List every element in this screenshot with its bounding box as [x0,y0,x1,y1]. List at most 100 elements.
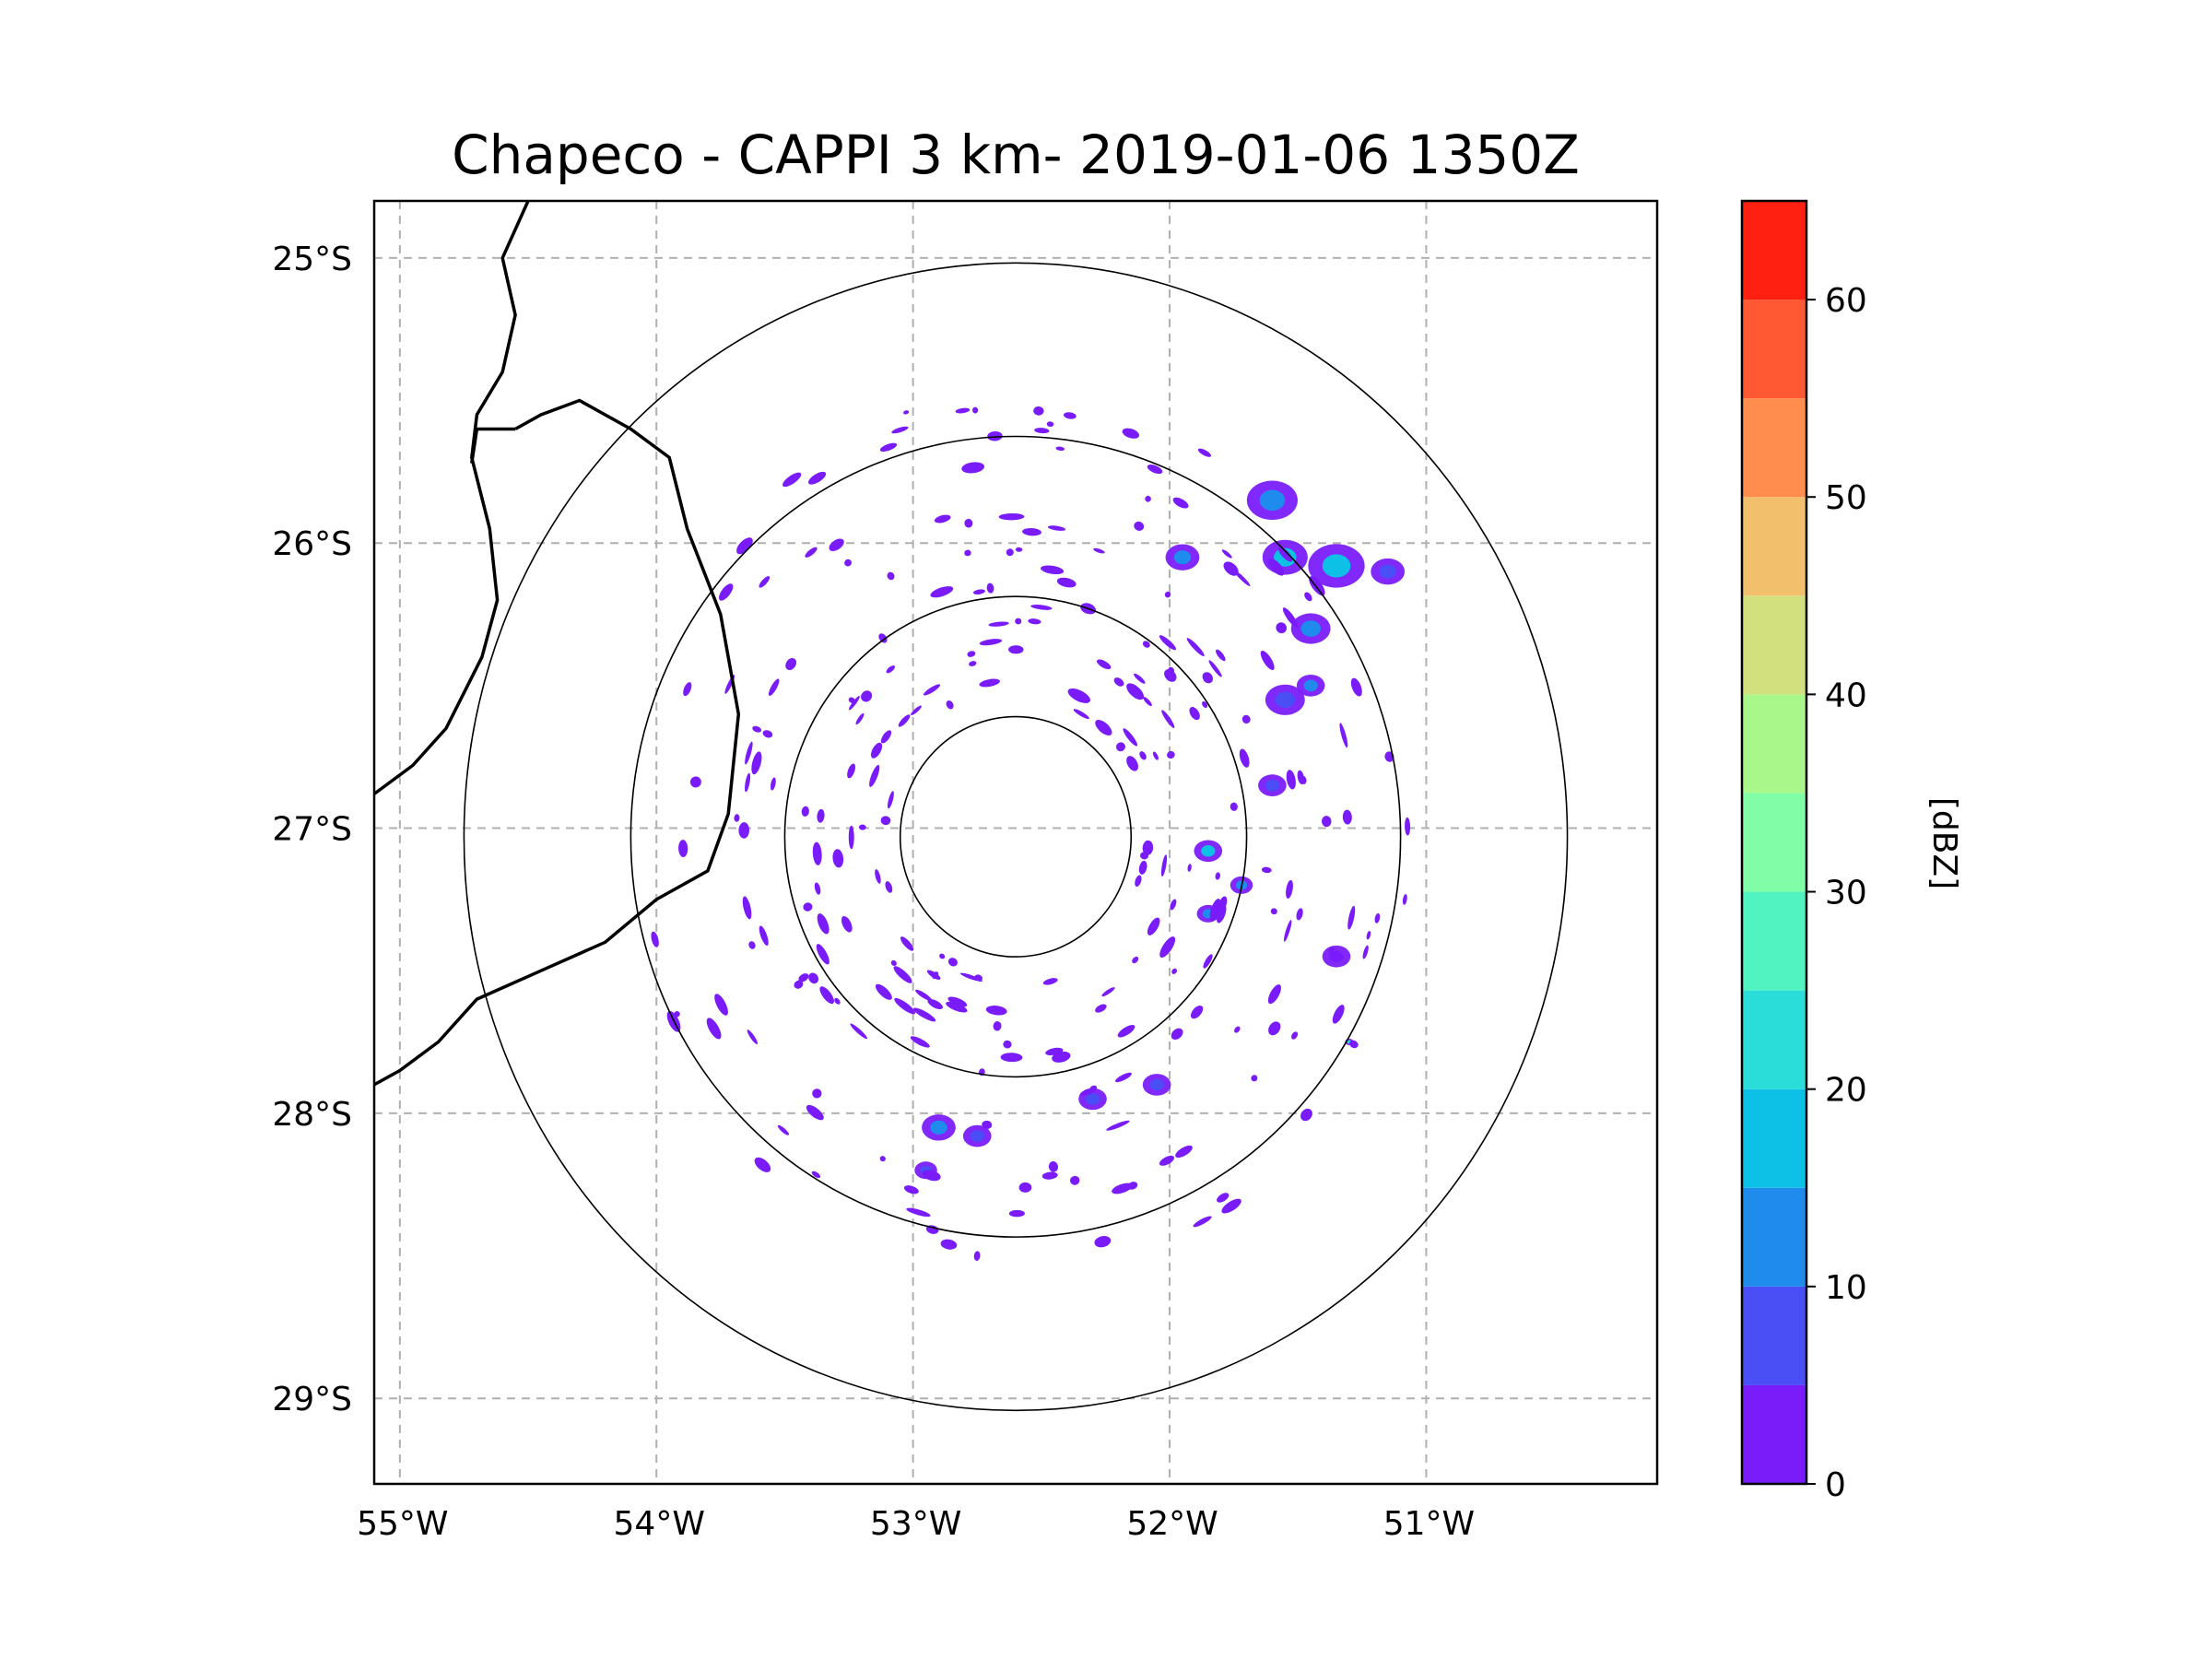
echo-speckle [1300,775,1307,784]
colorbar-segment [1742,300,1806,399]
colorbar: 0 10 20 30 40 50 60 [1740,199,1867,1504]
echo-speckle [768,678,780,696]
echo-speckle [955,407,971,414]
echo-speckle [987,430,1003,441]
echo-speckle [1139,751,1147,760]
echo-speckle [1126,683,1145,700]
echo-speckle [1186,638,1205,657]
echo-speckle [1145,495,1151,502]
echo-speckle [1215,872,1220,880]
lat-tick-label: 28°S [272,1096,352,1134]
echo-speckle [678,840,688,857]
echo-speckle [1093,547,1105,554]
lat-tick-label: 25°S [272,241,352,278]
echo-speckle [1134,673,1146,684]
echo-cell [1322,945,1351,968]
echo-speckle [1161,710,1175,728]
range-ring-0 [899,715,1133,958]
echo-speckle [1405,817,1411,836]
longitude-labels: 55°W 54°W 53°W 52°W 51°W [357,1505,1475,1543]
country-borders [374,201,741,1087]
echo-speckle [719,583,734,601]
echo-speckle [1079,1088,1097,1096]
echo-speckle [972,406,979,414]
echo-speckle [940,1239,958,1250]
echo-speckle [759,925,769,947]
echo-speckle [1134,521,1145,531]
colorbar-label: [dBZ] [1925,797,1963,889]
echo-speckle [816,944,830,965]
echo-speckle [1094,1236,1112,1248]
echo-cell [922,1114,956,1141]
echo-speckle [777,1124,790,1135]
map-frame [372,199,1659,1486]
echo-speckle [1374,912,1381,924]
echo-speckle [1209,899,1221,922]
echo-speckle [979,639,1003,646]
echo-speckle [1052,1051,1071,1063]
echo-speckle [898,714,911,727]
colorbar-segment [1742,497,1806,596]
echo-speckle [1064,412,1077,419]
echo-speckle [1015,547,1023,552]
echo-speckle [1000,1053,1023,1063]
echo-speckle [1402,894,1407,905]
echo-speckle [1239,748,1250,768]
colorbar-segment [1742,398,1806,498]
echo-speckle [1286,770,1296,790]
echo-speckle [683,682,692,697]
echo-speckle [1046,421,1054,428]
echo-speckle [848,696,860,711]
echo-speckle [1028,618,1041,625]
echo-speckle [1167,750,1175,759]
echo-speckle [993,1021,1002,1031]
echo-speckle [751,751,762,775]
colorbar-tick-label: 10 [1825,1269,1867,1307]
echo-speckle [1251,1075,1258,1082]
lon-tick-label: 54°W [614,1505,705,1543]
colorbar-segment [1742,201,1806,300]
echo-speckle [1142,641,1150,648]
echo-speckle [1030,604,1053,610]
echo-speckle [1342,809,1352,825]
echo-core [1303,679,1318,692]
echo-speckle [1202,672,1214,684]
echo-speckle [1015,618,1022,625]
echo-speckle [1304,592,1312,602]
echo-core [1322,554,1351,578]
echo-speckle [875,983,892,1000]
echo-cell [1142,1074,1171,1096]
gridlines [374,201,1657,1484]
echo-speckle [911,705,922,716]
echo-speckle [947,996,968,1007]
echo-speckle [1160,854,1168,877]
colorbar-segment [1742,793,1806,892]
echo-speckle [1221,1198,1241,1214]
echo-speckle [1073,709,1089,720]
echo-speckle [946,1001,968,1013]
echo-speckle [785,657,797,671]
echo-speckle [1286,879,1293,899]
echo-speckle [1101,987,1115,997]
echo-speckle [1300,1108,1312,1122]
range-ring-1 [783,595,1248,1078]
echo-speckle [1241,714,1251,724]
colorbar-segment [1742,1286,1806,1385]
echo-speckle [1067,688,1090,703]
echo-speckle [1202,700,1208,709]
echo-speckle [1189,707,1200,721]
colorbar-frame [1740,199,1808,1486]
echo-speckle [964,518,973,528]
echo-speckle [1008,645,1024,654]
echo-cell [1246,480,1298,521]
echo-speckle [922,1170,941,1182]
echo-speckle [782,472,802,488]
echo-speckle [900,936,914,951]
echo-core [1201,845,1216,857]
echo-speckle [1234,1026,1241,1033]
echo-speckle [1217,1193,1230,1203]
echo-speckle [886,665,895,674]
map-background [374,201,1657,1484]
echo-speckle [1268,1021,1281,1036]
echo-core [1265,779,1280,792]
